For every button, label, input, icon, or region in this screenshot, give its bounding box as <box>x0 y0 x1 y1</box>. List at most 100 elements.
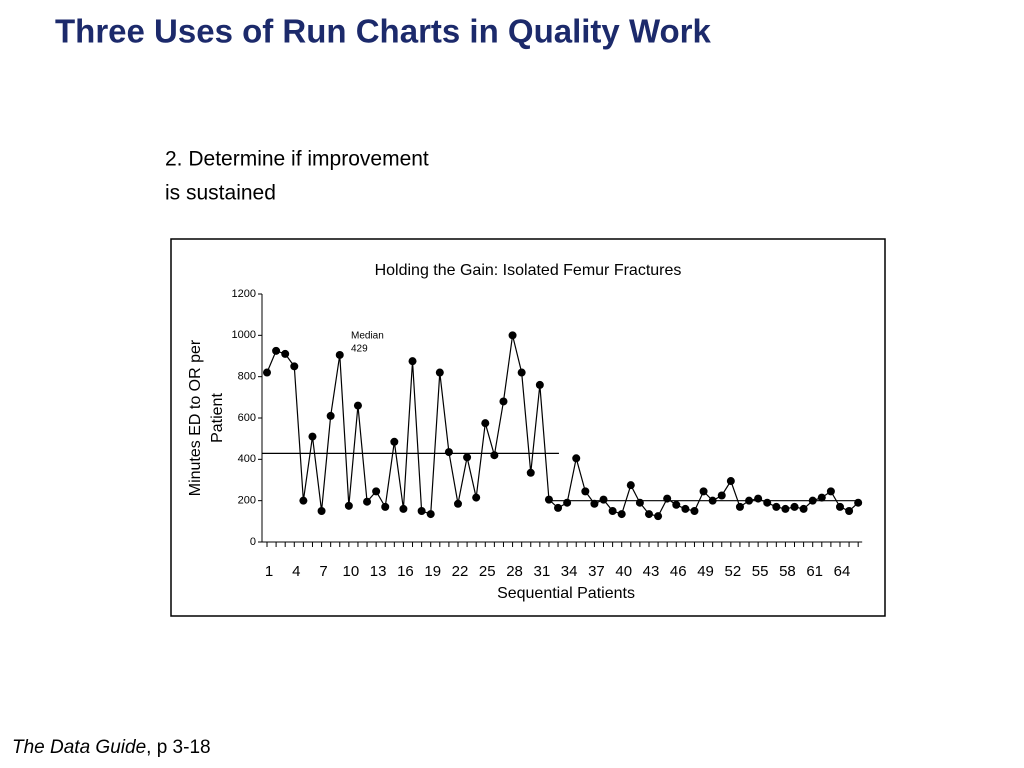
data-point <box>681 504 690 513</box>
data-point <box>781 504 790 513</box>
y-tick-label: 0 <box>250 536 256 548</box>
data-point <box>281 349 290 358</box>
footer: The Data Guide, p 3-18 <box>12 737 211 758</box>
data-point <box>544 495 553 504</box>
data-point <box>690 507 699 515</box>
data-point <box>526 468 535 477</box>
x-tick-label: 10 <box>343 563 360 580</box>
data-point <box>499 397 508 406</box>
data-point <box>763 498 772 507</box>
data-point <box>817 493 826 502</box>
data-point <box>799 504 808 513</box>
data-point <box>308 432 317 441</box>
footer-source: The Data Guide <box>12 737 146 758</box>
data-point <box>726 477 735 486</box>
data-point <box>299 496 308 505</box>
data-point <box>808 496 817 505</box>
subtitle: is sustained <box>165 182 276 205</box>
data-point <box>790 502 799 511</box>
data-point <box>745 496 754 505</box>
x-tick-label: 52 <box>725 563 742 580</box>
data-point <box>654 512 663 521</box>
data-point <box>617 510 626 519</box>
y-tick-label: 800 <box>238 371 256 383</box>
data-point <box>353 401 362 410</box>
x-tick-label: 55 <box>752 563 769 580</box>
data-point <box>472 493 481 502</box>
data-point <box>644 510 653 519</box>
data-point <box>699 487 708 496</box>
y-axis-title-line: Minutes ED to OR per <box>187 339 204 496</box>
data-point <box>508 331 517 340</box>
data-point <box>735 502 744 511</box>
data-point <box>572 454 581 463</box>
data-point <box>408 357 417 366</box>
y-tick-label: 400 <box>238 453 256 465</box>
data-point <box>590 499 599 508</box>
x-tick-label: 34 <box>561 563 578 580</box>
data-point <box>344 501 353 510</box>
x-tick-label: 64 <box>834 563 851 580</box>
y-tick-label: 1200 <box>232 288 256 300</box>
x-tick-label: 25 <box>479 563 496 580</box>
x-tick-label: 61 <box>806 563 823 580</box>
y-tick-label: 1000 <box>232 329 256 341</box>
x-tick-label: 37 <box>588 563 605 580</box>
data-point <box>599 495 608 504</box>
x-tick-label: 19 <box>424 563 441 580</box>
data-point <box>363 497 372 506</box>
data-point <box>372 487 381 496</box>
data-point <box>554 503 563 512</box>
y-axis-title: Minutes ED to OR per Patient <box>187 339 226 496</box>
data-point <box>417 507 426 515</box>
data-point <box>635 498 644 507</box>
data-point <box>463 453 472 462</box>
median-value: 429 <box>351 344 368 355</box>
data-point <box>835 502 844 511</box>
data-point <box>444 448 453 457</box>
data-point <box>381 502 390 511</box>
chart-title: Holding the Gain: Isolated Femur Fractur… <box>375 262 682 279</box>
data-point <box>717 491 726 500</box>
data-point <box>490 451 499 460</box>
data-point <box>708 496 717 505</box>
data-point <box>845 507 854 515</box>
x-tick-label: 31 <box>534 563 551 580</box>
data-point <box>335 350 344 359</box>
x-tick-label: 46 <box>670 563 687 580</box>
x-tick-label: 16 <box>397 563 414 580</box>
data-point <box>390 437 399 446</box>
x-tick-label: 28 <box>506 563 523 580</box>
data-point <box>663 494 672 503</box>
y-tick-label: 200 <box>238 495 256 507</box>
data-point <box>517 368 526 377</box>
x-tick-label: 1 <box>265 563 273 580</box>
data-point <box>608 507 617 515</box>
data-point <box>563 498 572 507</box>
x-tick-label: 43 <box>643 563 660 580</box>
data-point <box>426 510 435 519</box>
data-point <box>754 494 763 503</box>
x-tick-label: 7 <box>319 563 327 580</box>
footer-page: , p 3-18 <box>146 737 210 758</box>
data-point <box>263 368 271 377</box>
y-axis-title-line: Patient <box>209 393 226 443</box>
data-point <box>272 346 281 355</box>
median-label: Median <box>351 331 384 342</box>
x-tick-label: 22 <box>452 563 469 580</box>
x-tick-label: 13 <box>370 563 387 580</box>
data-point <box>854 498 863 507</box>
chart-frame <box>170 238 886 617</box>
data-point <box>626 481 635 490</box>
data-point <box>290 362 299 371</box>
data-point <box>772 502 781 511</box>
x-axis-title: Sequential Patients <box>497 585 635 602</box>
data-point <box>672 500 681 509</box>
slide-title: Three Uses of Run Charts in Quality Work <box>55 13 711 50</box>
data-point <box>326 411 335 420</box>
data-point <box>826 487 835 496</box>
x-tick-label: 49 <box>697 563 714 580</box>
data-point <box>581 487 590 496</box>
